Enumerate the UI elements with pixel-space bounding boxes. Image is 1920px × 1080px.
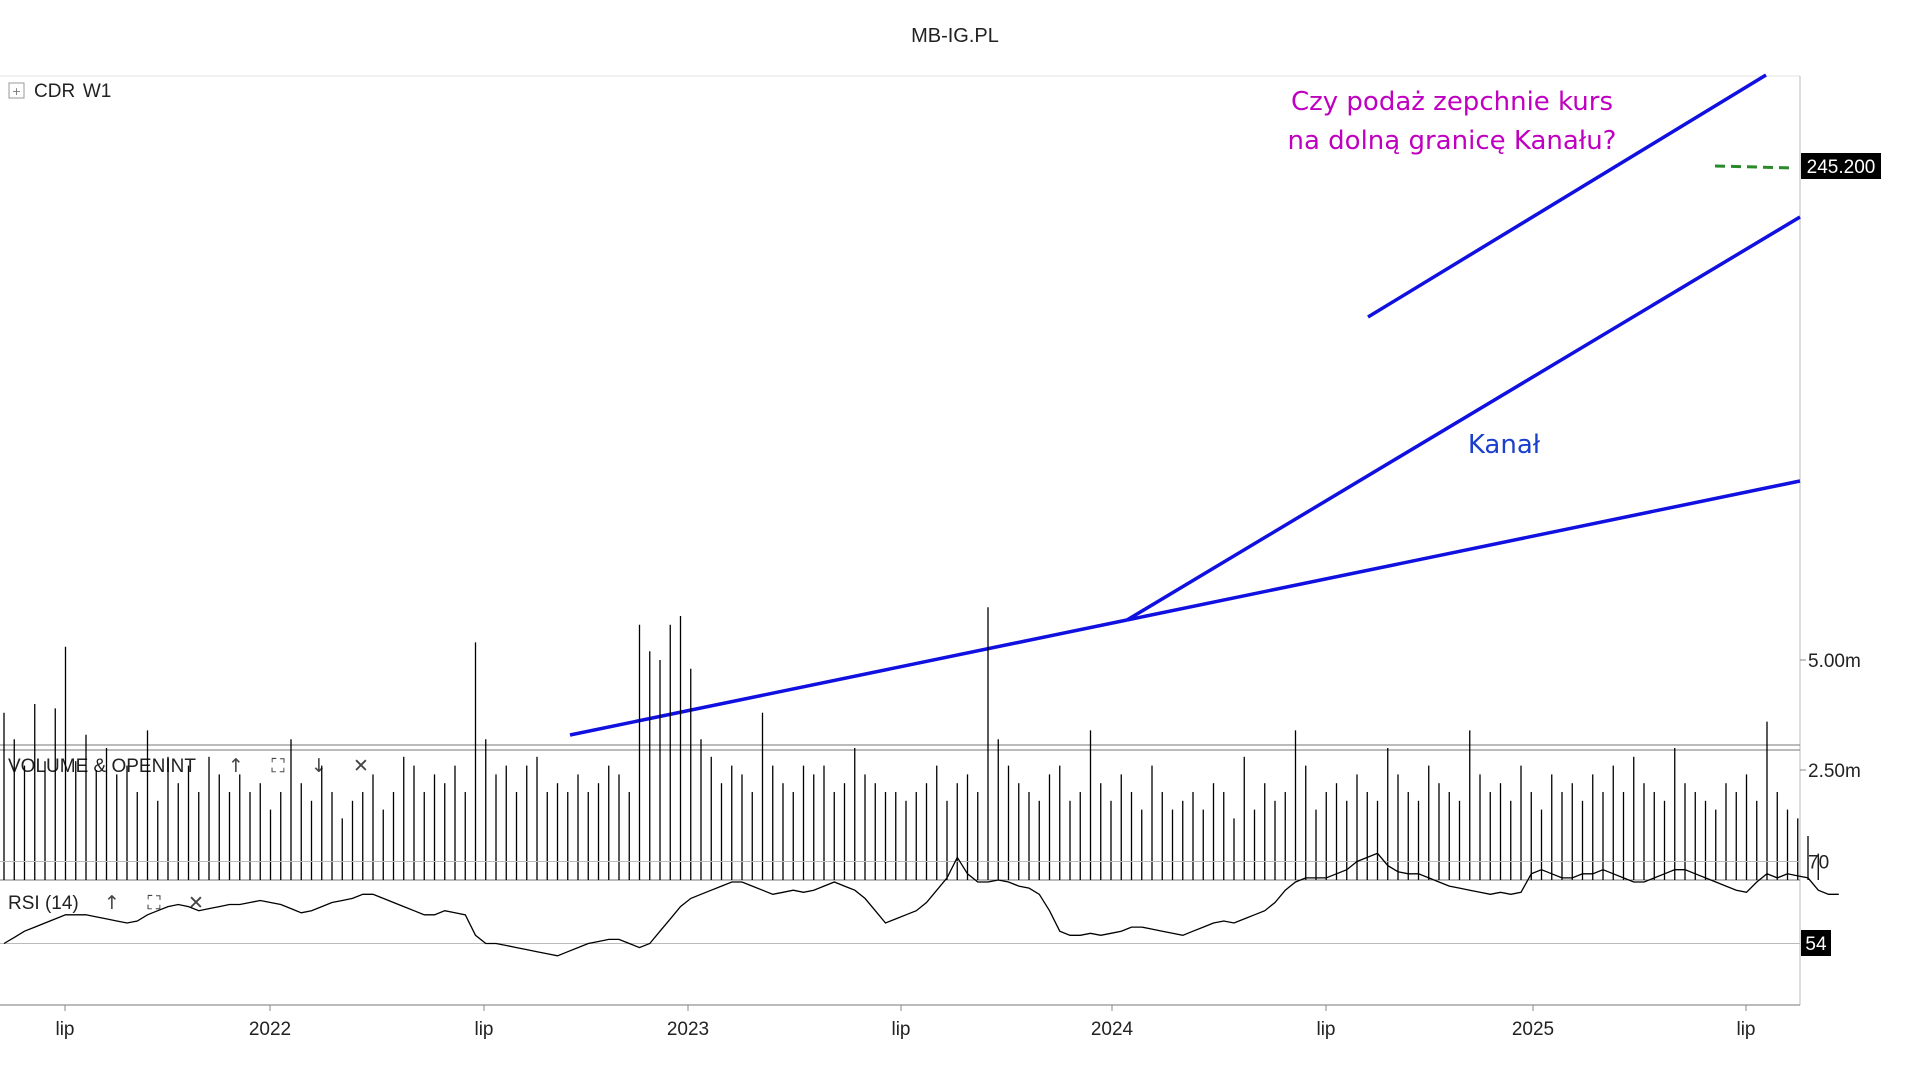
symbol-name: CDR [34,81,75,102]
time-axis: lip 2022 lip 2023 lip 2024 lip 2025 lip [55,1005,1756,1040]
rsi-pane-title: RSI (14) [8,893,79,914]
question-annotation-line2: na dolną granicę Kanału? [1288,126,1617,156]
chart-frame [0,75,1801,1006]
volume-bars [3,607,1819,880]
volume-tick-label: 5.00m [1808,651,1861,672]
expand-icon[interactable]: + [12,85,21,98]
trendlines [569,73,1801,737]
volume-tick-label: 2.50m [1808,761,1861,782]
expand-icon-box[interactable] [8,82,25,99]
maximize-icon[interactable]: ⛶ [270,755,285,777]
volume-axis: 2.50m 5.00m [1800,651,1861,782]
long-term-support-line [569,618,1128,737]
channel-annotation: Kanał [1468,430,1541,460]
time-tick-label: lip [1736,1019,1755,1040]
time-tick-label: lip [891,1019,910,1040]
rsi-tick-label: 70 [1808,853,1829,874]
rsi-line [3,852,1839,957]
move-up-icon[interactable]: ↑ [228,755,244,777]
time-tick-label: lip [1316,1019,1335,1040]
time-tick-label: 2023 [667,1019,709,1040]
time-tick-label: 2022 [249,1019,291,1040]
time-tick-label: 2025 [1512,1019,1554,1040]
last-price-badge: 245.200 [1801,153,1881,179]
rsi-pane-header: RSI (14) ↑ ⛶ ✕ [8,892,204,914]
rsi-last-badge: 54 [1801,930,1831,956]
close-icon[interactable]: ✕ [353,755,369,777]
target-dashed-line [1714,164,1796,170]
rsi-last-value: 54 [1805,934,1827,955]
last-price-label: 245.200 [1807,157,1876,178]
secondary-support-line [1126,479,1801,622]
time-tick-label: lip [474,1019,493,1040]
channel-lower-line [1126,215,1801,622]
move-down-icon[interactable]: ↓ [311,755,327,777]
time-tick-label: lip [55,1019,74,1040]
channel-upper-line [1367,73,1767,319]
rsi-series [0,852,1839,957]
maximize-icon[interactable]: ⛶ [146,892,161,914]
time-tick-label: 2024 [1091,1019,1134,1040]
chart-title: MB-IG.PL [911,25,999,47]
move-up-icon[interactable]: ↑ [104,892,120,914]
timeframe-label: W1 [83,81,112,102]
symbol-label: CDR W1 [34,81,111,102]
question-annotation-line1: Czy podaż zepchnie kurs [1291,87,1613,117]
